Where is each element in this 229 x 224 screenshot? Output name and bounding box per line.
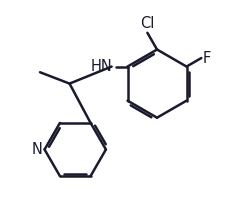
Text: Cl: Cl bbox=[140, 15, 154, 30]
Text: HN: HN bbox=[91, 59, 112, 74]
Text: N: N bbox=[31, 142, 42, 157]
Text: F: F bbox=[202, 51, 210, 66]
